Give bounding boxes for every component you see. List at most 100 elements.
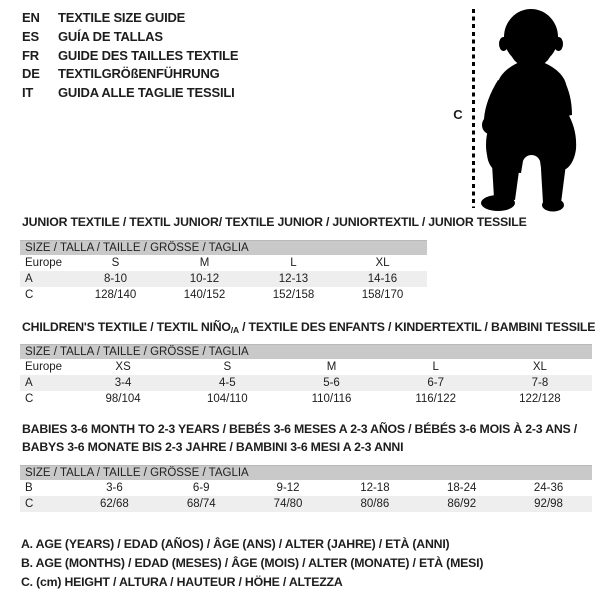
title-segment: BABYS 3-6 MONATE BIS 2-3 JAHRE / BAMBINI…: [22, 440, 404, 454]
footnotes: A. AGE (YEARS) / EDAD (AÑOS) / ÂGE (ANS)…: [21, 535, 483, 591]
row-label-cell: A: [25, 273, 33, 285]
table-cell: 14-16: [367, 273, 398, 285]
row-label-cell: C: [25, 498, 34, 510]
table-cell: 7-8: [531, 377, 549, 389]
language-code: ES: [22, 28, 39, 44]
title-segment: CHILDREN'S TEXTILE / TEXTIL NIÑO: [22, 320, 231, 334]
size-table: SIZE / TALLA / TAILLE / GRÖSSE / TAGLIA B…: [20, 465, 592, 512]
table-cell: 104/110: [206, 393, 248, 405]
language-guide-title: TEXTILE SIZE GUIDE: [58, 10, 186, 25]
table-cell: 3-4: [114, 377, 132, 389]
table-cell: XS: [115, 361, 131, 373]
table-cell: 152/158: [272, 289, 315, 301]
title-segment: JUNIOR TEXTILE / TEXTIL JUNIOR/ TEXTILE …: [22, 215, 527, 229]
table-cell: S: [111, 257, 120, 269]
table-cell: 12-18: [360, 482, 390, 494]
table-cell: 122/128: [519, 393, 561, 405]
row-label-cell: C: [25, 289, 34, 301]
section-title: BABIES 3-6 MONTH TO 2-3 YEARS / BEBÉS 3-…: [22, 420, 592, 456]
section-title-line: BABIES 3-6 MONTH TO 2-3 YEARS / BEBÉS 3-…: [22, 420, 592, 438]
row-label-cell: A: [25, 377, 33, 389]
table-cell: 140/152: [183, 289, 226, 301]
size-section: JUNIOR TEXTILE / TEXTIL JUNIOR/ TEXTILE …: [20, 213, 527, 303]
table-row: Europe S M L XL: [20, 255, 427, 271]
size-header-band: SIZE / TALLA / TAILLE / GRÖSSE / TAGLIA: [20, 344, 592, 359]
title-segment: BABIES 3-6 MONTH TO 2-3 YEARS / BEBÉS 3-…: [22, 422, 577, 436]
table-cell: XL: [375, 257, 390, 269]
height-measure-dashed-line: [472, 9, 475, 208]
table-cell: 10-12: [189, 273, 220, 285]
language-guide-title: GUIDE DES TAILLES TEXTILE: [58, 47, 239, 63]
table-cell: 62/68: [100, 498, 129, 510]
footnote-line: B. AGE (MONTHS) / EDAD (MESES) / ÂGE (MO…: [21, 555, 484, 570]
title-segment: / TEXTILE DES ENFANTS / KINDERTEXTIL / B…: [238, 320, 596, 334]
section-title: CHILDREN'S TEXTILE / TEXTIL NIÑO/A / TEX…: [22, 318, 595, 337]
language-guide-title: GUIDA ALLE TAGLIE TESSILI: [58, 85, 235, 101]
size-header-band: SIZE / TALLA / TAILLE / GRÖSSE / TAGLIA: [20, 465, 592, 480]
table-cell: L: [290, 257, 297, 269]
table-cell: M: [199, 257, 210, 269]
table-cell: 12-13: [278, 273, 309, 285]
table-cell: 92/98: [534, 498, 563, 510]
table-cell: 116/122: [415, 393, 457, 405]
language-code: IT: [22, 85, 34, 101]
table-cell: 68/74: [186, 498, 216, 510]
table-cell: 5-6: [323, 377, 340, 389]
table-cell: 8-10: [103, 273, 128, 285]
footnote-line: A. AGE (YEARS) / EDAD (AÑOS) / ÂGE (ANS)…: [21, 537, 450, 551]
table-cell: 3-6: [106, 482, 123, 494]
language-guide-title: TEXTILGRÖßENFÜHRUNG: [58, 66, 220, 82]
table-cell: S: [223, 361, 232, 373]
table-cell: 158/170: [361, 289, 404, 301]
size-header-band: SIZE / TALLA / TAILLE / GRÖSSE / TAGLIA: [20, 240, 427, 255]
table-cell: 4-5: [218, 377, 236, 389]
row-label-cell: B: [25, 482, 33, 494]
table-row: B 3-6 6-9 9-12 12-18 18-24 24-36: [20, 480, 592, 496]
table-cell: L: [432, 361, 439, 373]
table-cell: 128/140: [94, 289, 137, 301]
height-measure-label: C: [453, 107, 463, 122]
table-cell: 98/104: [105, 393, 141, 405]
section-title-line: JUNIOR TEXTILE / TEXTIL JUNIOR/ TEXTILE …: [22, 213, 527, 231]
table-row: A 8-10 10-12 12-13 14-16: [20, 271, 427, 287]
table-cell: 86/92: [447, 498, 477, 510]
size-section: CHILDREN'S TEXTILE / TEXTIL NIÑO/A / TEX…: [20, 318, 595, 407]
table-cell: 24-36: [533, 482, 564, 494]
size-table: SIZE / TALLA / TAILLE / GRÖSSE / TAGLIA E…: [20, 240, 427, 303]
language-list: EN TEXTILE SIZE GUIDE ES GUÍA DE TALLAS FR GU…: [22, 9, 239, 103]
table-row: Europe XS S M L XL: [20, 359, 592, 375]
language-row: IT GUIDA ALLE TAGLIE TESSILI: [22, 84, 238, 103]
language-code: EN: [22, 10, 40, 25]
language-guide-title: GUÍA DE TALLAS: [58, 28, 163, 44]
table-cell: M: [326, 361, 337, 373]
table-cell: 6-7: [427, 377, 445, 389]
size-table: SIZE / TALLA / TAILLE / GRÖSSE / TAGLIA E…: [20, 344, 592, 407]
table-row: C 98/104 104/110 110/116 116/122 122/128: [20, 391, 592, 407]
table-row: A 3-4 4-5 5-6 6-7 7-8: [20, 375, 592, 391]
table-row: C 128/140 140/152 152/158 158/170: [20, 287, 427, 303]
table-cell: XL: [532, 361, 547, 373]
table-cell: 9-12: [276, 482, 300, 494]
table-cell: 74/80: [273, 498, 303, 510]
table-cell: 80/86: [360, 498, 390, 510]
language-row: FR GUIDE DES TAILLES TEXTILE: [22, 47, 239, 66]
table-cell: 18-24: [447, 482, 477, 494]
table-cell: 110/116: [311, 393, 352, 405]
language-code: FR: [22, 47, 39, 63]
row-label-cell: Europe: [25, 361, 63, 373]
row-label-cell: Europe: [25, 257, 63, 269]
section-title: JUNIOR TEXTILE / TEXTIL JUNIOR/ TEXTILE …: [22, 213, 527, 231]
footnote-line: C. (cm) HEIGHT / ALTURA / HAUTEUR / HÖHE…: [21, 574, 343, 589]
language-row: ES GUÍA DE TALLAS: [22, 28, 238, 47]
table-row: C 62/68 68/74 74/80 80/86 86/92 92/98: [20, 496, 592, 512]
language-row: DE TEXTILGRÖßENFÜHRUNG: [22, 65, 238, 84]
size-section: BABIES 3-6 MONTH TO 2-3 YEARS / BEBÉS 3-…: [20, 420, 592, 512]
baby-silhouette: [481, 9, 577, 212]
title-segment: /A: [230, 325, 239, 335]
section-title-line: BABYS 3-6 MONATE BIS 2-3 JAHRE / BAMBINI…: [22, 438, 592, 456]
section-title-line: CHILDREN'S TEXTILE / TEXTIL NIÑO/A / TEX…: [22, 318, 595, 337]
row-label-cell: C: [25, 393, 34, 405]
language-code: DE: [22, 66, 40, 82]
language-row: EN TEXTILE SIZE GUIDE: [22, 9, 238, 28]
